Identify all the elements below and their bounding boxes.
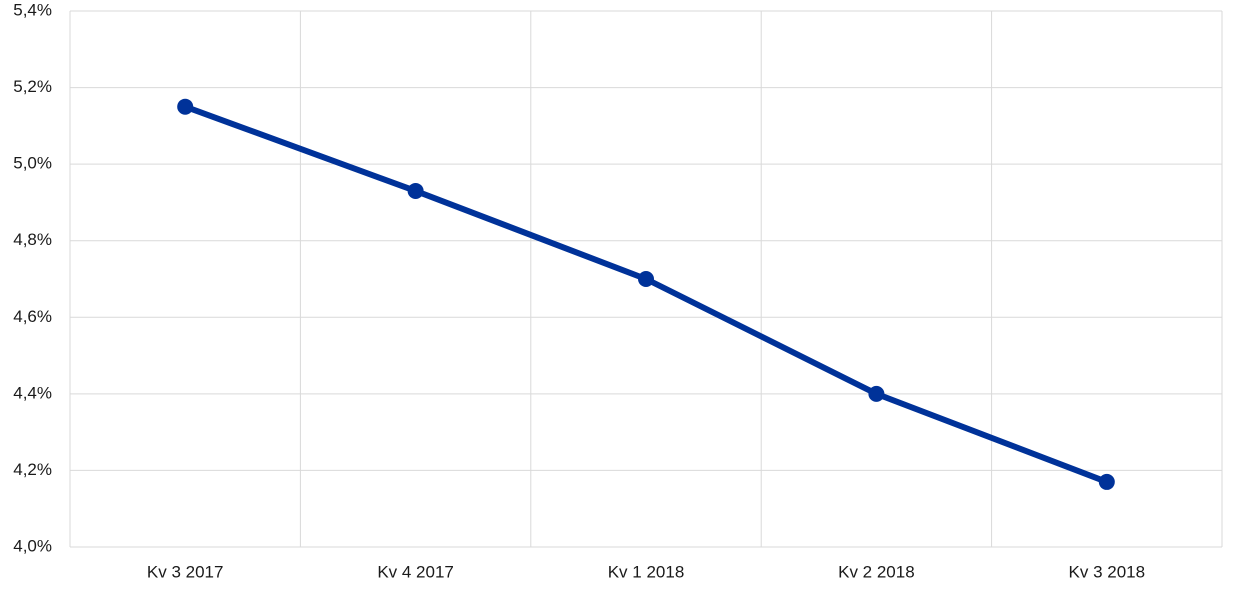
- y-tick-label: 5,0%: [13, 154, 52, 173]
- data-point: [407, 182, 424, 199]
- y-tick-label: 5,2%: [13, 77, 52, 96]
- data-point: [1098, 473, 1115, 490]
- x-tick-label: Kv 1 2018: [608, 562, 685, 581]
- y-tick-label: 4,6%: [13, 307, 52, 326]
- y-tick-label: 4,8%: [13, 230, 52, 249]
- x-tick-label: Kv 4 2017: [377, 562, 454, 581]
- y-tick-label: 4,4%: [13, 383, 52, 402]
- x-tick-label: Kv 3 2018: [1069, 562, 1146, 581]
- y-tick-label: 5,4%: [13, 0, 52, 19]
- data-line: [184, 103, 1108, 485]
- data-point: [638, 271, 654, 287]
- y-tick-label: 4,2%: [13, 460, 52, 479]
- data-point: [177, 98, 194, 115]
- x-tick-label: Kv 3 2017: [147, 562, 224, 581]
- x-tick-label: Kv 2 2018: [838, 562, 915, 581]
- data-point: [868, 385, 885, 402]
- y-tick-label: 4,0%: [13, 536, 52, 555]
